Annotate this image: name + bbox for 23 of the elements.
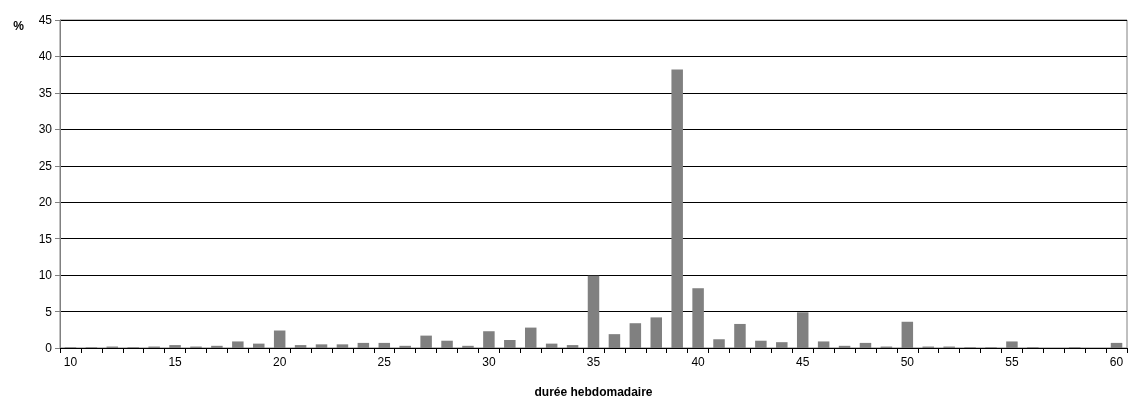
y-tick-label: 25 <box>38 158 53 173</box>
x-tick-label: 25 <box>377 355 392 369</box>
y-tick-label: 45 <box>38 13 53 27</box>
x-axis-title: durée hebdomadaire <box>534 385 653 399</box>
x-tick-label: 20 <box>273 355 287 369</box>
y-tick-label: 35 <box>38 85 53 100</box>
x-tick-label: 30 <box>482 355 496 369</box>
x-tick-label: 10 <box>63 355 78 369</box>
x-tick-label: 45 <box>796 355 810 369</box>
y-tick-label: 20 <box>38 195 53 210</box>
y-tick-label: 30 <box>38 122 53 137</box>
y-tick-label: 40 <box>38 49 53 64</box>
y-tick-label: 10 <box>38 268 53 283</box>
y-tick-label: 15 <box>38 231 53 246</box>
y-tick-label: 0 <box>45 341 53 355</box>
y-tick-label: 5 <box>45 304 53 319</box>
x-tick-label: 15 <box>168 355 183 369</box>
x-tick-label: 35 <box>586 355 601 369</box>
x-tick-label: 55 <box>1005 355 1019 369</box>
x-tick-label: 60 <box>1109 355 1124 369</box>
x-tick-label: 50 <box>900 355 915 369</box>
x-tick-label: 40 <box>691 355 706 369</box>
y-axis-title: % <box>13 19 25 33</box>
